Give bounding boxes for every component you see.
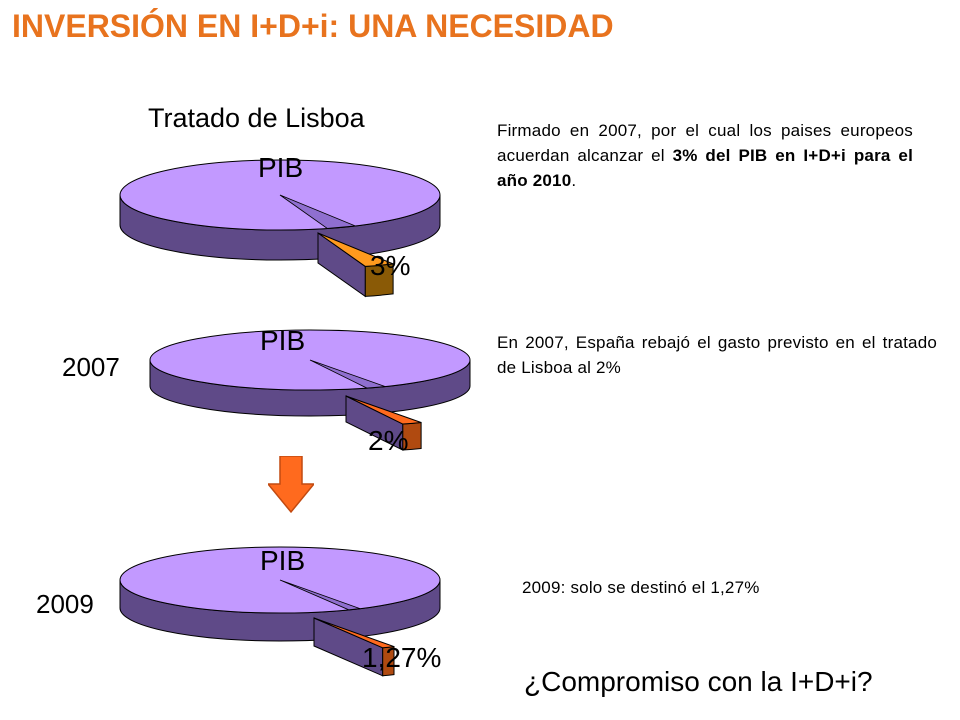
- description-part: .: [571, 171, 577, 190]
- year-label-2007: 2007: [62, 352, 120, 382]
- slice-top-2: [345, 395, 422, 425]
- year-label-2009: 2009: [36, 589, 94, 619]
- description-part: 2009: solo se destinó el 1,27%: [522, 578, 760, 597]
- exploded-slice-2: [345, 395, 422, 451]
- pie-chart-2007: [149, 329, 471, 451]
- down-arrow-icon: [268, 456, 314, 514]
- pie-2-marks: [149, 329, 471, 451]
- pie-3-pib-label: PIB: [260, 545, 306, 576]
- slice-top-3: [313, 617, 395, 649]
- slide-title: INVERSIÓN EN I+D+i: UNA NECESIDAD: [12, 8, 614, 44]
- description-lisboa: Firmado en 2007, por el cual los paises …: [497, 118, 913, 193]
- description-part: En 2007, España rebajó el gasto previsto…: [497, 333, 937, 377]
- pie-chart-2009: [119, 546, 441, 677]
- down-arrow-shape: [268, 456, 314, 514]
- description-2007: En 2007, España rebajó el gasto previsto…: [497, 330, 937, 380]
- exploded-slice-1: [317, 232, 396, 298]
- pie-3-percent-label: 1,27%: [362, 642, 442, 673]
- pie-gap-1: [279, 194, 356, 229]
- pie-1-pib-label: PIB: [258, 152, 304, 183]
- closing-question: ¿Compromiso con la I+D+i?: [524, 666, 873, 697]
- description-part: 3% del PIB en I+D+i para el año 2010: [497, 146, 913, 190]
- pie-1-marks: [119, 159, 441, 298]
- description-part: Firmado en 2007, por el cual los paises …: [497, 121, 913, 165]
- pie-chart-lisboa: [119, 159, 441, 298]
- pie-3-marks: [119, 546, 441, 677]
- pie-gap-3: [279, 579, 361, 611]
- exploded-slice-3: [313, 617, 395, 677]
- slice-top-1: [317, 232, 396, 267]
- pie-1-percent-label: 3%: [370, 250, 411, 281]
- pie-2-pib-label: PIB: [260, 325, 306, 356]
- description-2009: 2009: solo se destinó el 1,27%: [522, 575, 882, 600]
- pie-gap-2: [309, 359, 386, 389]
- pie-2-percent-label: 2%: [368, 425, 409, 456]
- chart-subtitle: Tratado de Lisboa: [148, 103, 365, 133]
